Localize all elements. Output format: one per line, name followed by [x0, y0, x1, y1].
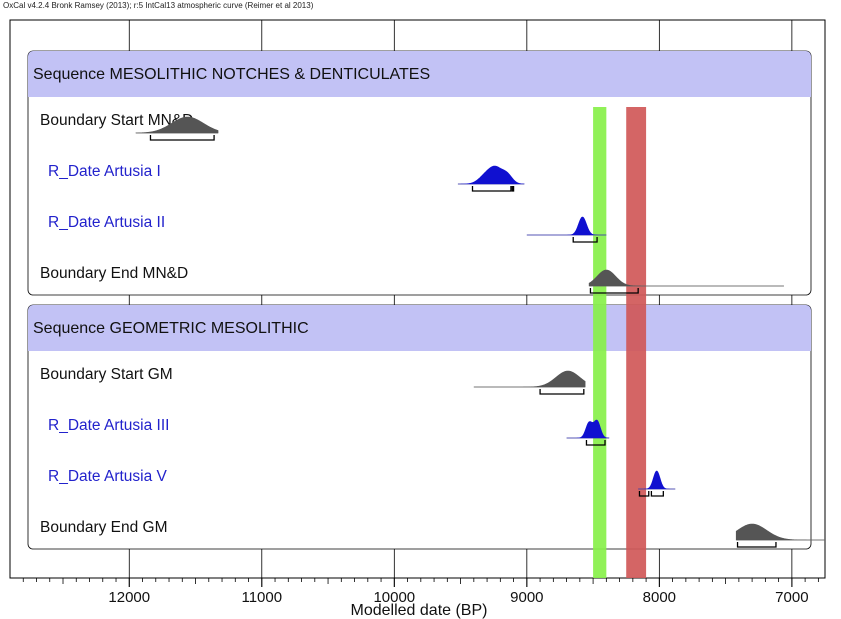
boundary-label: Boundary End GM [40, 519, 168, 536]
boundary-label: Boundary Start GM [40, 366, 173, 383]
range-bracket [572, 237, 598, 243]
rdate-distribution [566, 419, 610, 439]
rdate-label: R_Date Artusia III [48, 417, 169, 434]
x-tick-label: 7000 [775, 589, 808, 606]
rdate-label: R_Date Artusia V [48, 468, 168, 485]
sequence-label: Sequence MESOLITHIC NOTCHES & DENTICULAT… [33, 66, 430, 83]
sequence-group: Sequence GEOMETRIC MESOLITHIC Boundary St… [27, 304, 812, 550]
rdate-distribution [457, 165, 525, 185]
distributions [135, 116, 825, 548]
boundary-distribution [735, 523, 825, 541]
range-bracket [539, 389, 585, 395]
range-bracket [736, 542, 777, 548]
boundary-distribution [473, 370, 586, 388]
sequence-groups: Sequence MESOLITHIC NOTCHES & DENTICULAT… [27, 50, 812, 550]
boundary-label: Boundary Start MN&D [40, 112, 193, 129]
range-bracket [511, 186, 515, 192]
x-tick-label: 12000 [108, 589, 150, 606]
sequence-header-band-fill [28, 315, 811, 351]
software-header: OxCal v4.2.4 Bronk Ramsey (2013); r:5 In… [3, 1, 314, 10]
x-tick-label: 10000 [373, 589, 415, 606]
red-highlight-band [626, 107, 647, 578]
rdate-label: R_Date Artusia II [48, 214, 165, 231]
range-bracket [650, 491, 664, 497]
x-axis-title: Modelled date (BP) [351, 602, 488, 619]
sequence-label: Sequence GEOMETRIC MESOLITHIC [33, 320, 309, 337]
x-axis: 12000 11000 10000 9000 8000 7000 [22, 578, 819, 606]
boundary-distribution [588, 269, 784, 287]
x-tick-label: 9000 [510, 589, 543, 606]
range-bracket [638, 491, 650, 497]
boundary-distribution [135, 116, 219, 134]
rdate-label: R_Date Artusia I [48, 163, 161, 180]
rdate-distribution [638, 470, 676, 490]
highlight-bands [593, 107, 647, 578]
range-bracket [471, 186, 512, 192]
range-bracket [589, 288, 639, 294]
rdate-distribution [526, 216, 607, 236]
sequence-group: Sequence MESOLITHIC NOTCHES & DENTICULAT… [27, 50, 812, 296]
range-bracket [585, 440, 606, 446]
x-tick-label: 11000 [241, 589, 282, 606]
x-tick-label: 8000 [643, 589, 676, 606]
green-highlight-band [593, 107, 607, 578]
boundary-label: Boundary End MN&D [40, 265, 188, 282]
plot-frame [9, 19, 826, 579]
range-bracket [149, 135, 215, 141]
sequence-header-band-fill [28, 61, 811, 97]
